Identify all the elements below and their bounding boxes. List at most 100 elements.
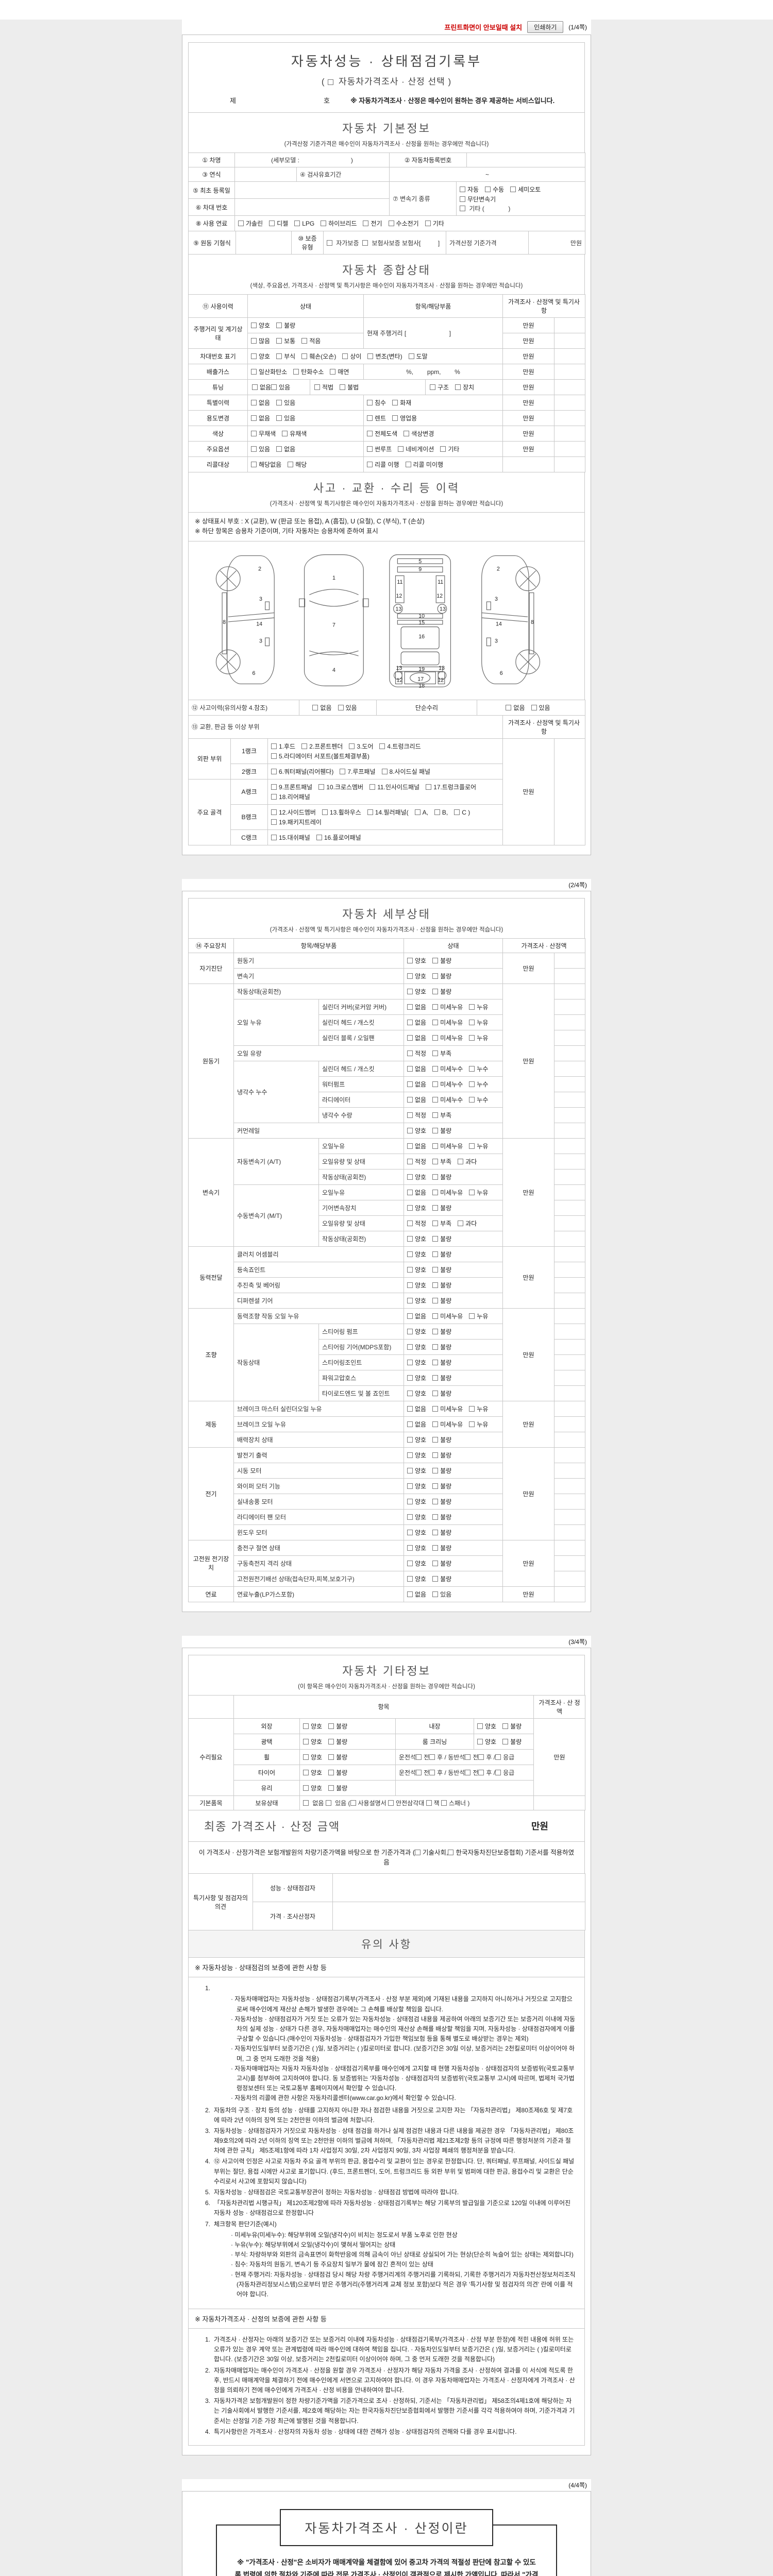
checkbox[interactable] bbox=[407, 1019, 413, 1025]
checkbox[interactable] bbox=[415, 1849, 421, 1855]
checkbox[interactable] bbox=[407, 1266, 413, 1273]
checkbox[interactable] bbox=[328, 1785, 334, 1791]
check-option[interactable]: 불량 bbox=[328, 1722, 347, 1731]
price-blank[interactable] bbox=[553, 317, 586, 333]
checkbox[interactable] bbox=[432, 1529, 439, 1535]
checkbox[interactable] bbox=[321, 221, 327, 226]
checkbox[interactable] bbox=[251, 338, 257, 344]
checkbox[interactable] bbox=[478, 1769, 484, 1775]
check-option[interactable]: 렌트 bbox=[367, 414, 386, 422]
check-option[interactable]: 10.크로스멤버 bbox=[318, 783, 363, 791]
checkbox[interactable] bbox=[407, 1205, 413, 1211]
checkbox[interactable] bbox=[407, 957, 413, 963]
checkbox[interactable] bbox=[485, 187, 491, 192]
check-option[interactable]: 디젤 bbox=[269, 219, 288, 228]
check-option[interactable]: 무채색 bbox=[251, 429, 276, 438]
checkbox[interactable] bbox=[407, 1143, 413, 1149]
check-option[interactable]: 2.프론트펜더 bbox=[301, 742, 343, 751]
check-option[interactable]: 양호 bbox=[477, 1737, 496, 1746]
check-option[interactable]: 누유 bbox=[469, 1018, 488, 1027]
check-option[interactable]: 누유 bbox=[469, 1420, 488, 1429]
checkbox[interactable] bbox=[407, 1035, 413, 1041]
checkbox[interactable] bbox=[407, 1282, 413, 1288]
check-option[interactable]: 양호 bbox=[407, 1204, 426, 1212]
checkbox[interactable] bbox=[460, 187, 465, 192]
checkbox[interactable] bbox=[416, 1769, 422, 1775]
checkbox[interactable] bbox=[432, 1220, 439, 1226]
check-option[interactable]: 없음 bbox=[407, 1404, 426, 1413]
check-option[interactable]: 없음 bbox=[407, 1590, 426, 1599]
check-option[interactable]: 17.트렁크플로어 bbox=[426, 783, 476, 791]
checkbox[interactable] bbox=[460, 196, 465, 202]
check-option[interactable]: 부식 bbox=[276, 352, 295, 361]
check-option[interactable]: 리콜 미이행 bbox=[405, 460, 443, 469]
checkbox[interactable] bbox=[251, 446, 257, 452]
checkbox[interactable] bbox=[469, 1405, 475, 1412]
checkbox[interactable] bbox=[388, 221, 394, 226]
check-option[interactable]: 불량 bbox=[432, 1389, 451, 1398]
price-blank[interactable] bbox=[554, 1369, 586, 1386]
check-option[interactable]: 누유 bbox=[469, 1312, 488, 1320]
checkbox[interactable] bbox=[432, 1050, 439, 1056]
check-option[interactable]: 양호 bbox=[251, 321, 270, 330]
check-option[interactable]: 없음 bbox=[506, 703, 525, 712]
checkbox[interactable] bbox=[271, 819, 277, 825]
checkbox[interactable] bbox=[407, 1251, 413, 1257]
price-blank[interactable] bbox=[554, 1168, 586, 1185]
price-blank[interactable] bbox=[554, 1246, 586, 1262]
check-option[interactable]: 불량 bbox=[432, 956, 451, 965]
check-option[interactable]: B, bbox=[434, 809, 448, 816]
vin-field[interactable] bbox=[234, 198, 390, 216]
checkbox[interactable] bbox=[407, 1004, 413, 1010]
check-option[interactable]: 12.사이드멤버 bbox=[271, 808, 316, 817]
check-option[interactable]: 없음 bbox=[407, 1188, 426, 1197]
check-option[interactable]: 구조 bbox=[430, 383, 449, 392]
price-blank[interactable] bbox=[554, 1385, 586, 1401]
price-blank[interactable] bbox=[553, 426, 586, 442]
checkbox[interactable] bbox=[398, 446, 404, 452]
check-option[interactable]: 적음 bbox=[301, 336, 321, 345]
price-blank[interactable] bbox=[554, 1014, 586, 1030]
checkbox[interactable] bbox=[407, 1127, 413, 1133]
checkbox[interactable] bbox=[407, 1591, 413, 1597]
check-option[interactable]: 부족 bbox=[432, 1049, 451, 1058]
basic-items-price-blank[interactable] bbox=[533, 1795, 586, 1810]
checkbox[interactable] bbox=[469, 1096, 475, 1103]
checkbox[interactable] bbox=[276, 353, 282, 359]
checkbox[interactable] bbox=[367, 353, 374, 359]
checkbox[interactable] bbox=[531, 704, 537, 710]
check-option[interactable]: 부족 bbox=[432, 1111, 451, 1120]
checkbox[interactable] bbox=[367, 446, 373, 452]
checkbox[interactable] bbox=[407, 1050, 413, 1056]
checkbox[interactable] bbox=[338, 704, 344, 710]
price-blank[interactable] bbox=[554, 1184, 586, 1200]
checkbox[interactable] bbox=[363, 221, 369, 226]
check-option[interactable]: 미세누수 bbox=[432, 1095, 463, 1104]
price-blank[interactable] bbox=[553, 395, 586, 411]
checkbox[interactable] bbox=[271, 784, 277, 790]
checkbox[interactable] bbox=[407, 1545, 413, 1551]
checkbox[interactable] bbox=[407, 988, 413, 994]
price-blank[interactable] bbox=[554, 1153, 586, 1170]
check-option[interactable]: 있음 bbox=[271, 383, 290, 392]
check-option[interactable]: 양호 bbox=[303, 1768, 322, 1777]
checkbox[interactable] bbox=[432, 988, 439, 994]
price-blank[interactable] bbox=[554, 1308, 586, 1324]
check-option[interactable]: 과다 bbox=[458, 1219, 477, 1228]
checkbox[interactable] bbox=[407, 1452, 413, 1458]
checkbox[interactable] bbox=[407, 1065, 413, 1072]
checkbox[interactable] bbox=[303, 1738, 309, 1744]
check-option[interactable]: 세미오토 bbox=[510, 185, 541, 194]
check-option[interactable]: 상이 bbox=[342, 352, 361, 361]
check-option[interactable]: 누수 bbox=[469, 1095, 488, 1104]
checkbox[interactable] bbox=[404, 431, 410, 436]
check-option[interactable]: 불량 bbox=[432, 1234, 451, 1243]
check-option[interactable]: 양호 bbox=[251, 352, 270, 361]
checkbox[interactable] bbox=[416, 1754, 422, 1760]
check-option[interactable]: 미세누유 bbox=[432, 1188, 463, 1197]
checkbox[interactable] bbox=[293, 369, 299, 375]
checkbox[interactable] bbox=[432, 1452, 439, 1458]
checkbox[interactable] bbox=[465, 1754, 471, 1760]
checkbox[interactable] bbox=[340, 768, 346, 774]
checkbox[interactable] bbox=[282, 431, 288, 436]
